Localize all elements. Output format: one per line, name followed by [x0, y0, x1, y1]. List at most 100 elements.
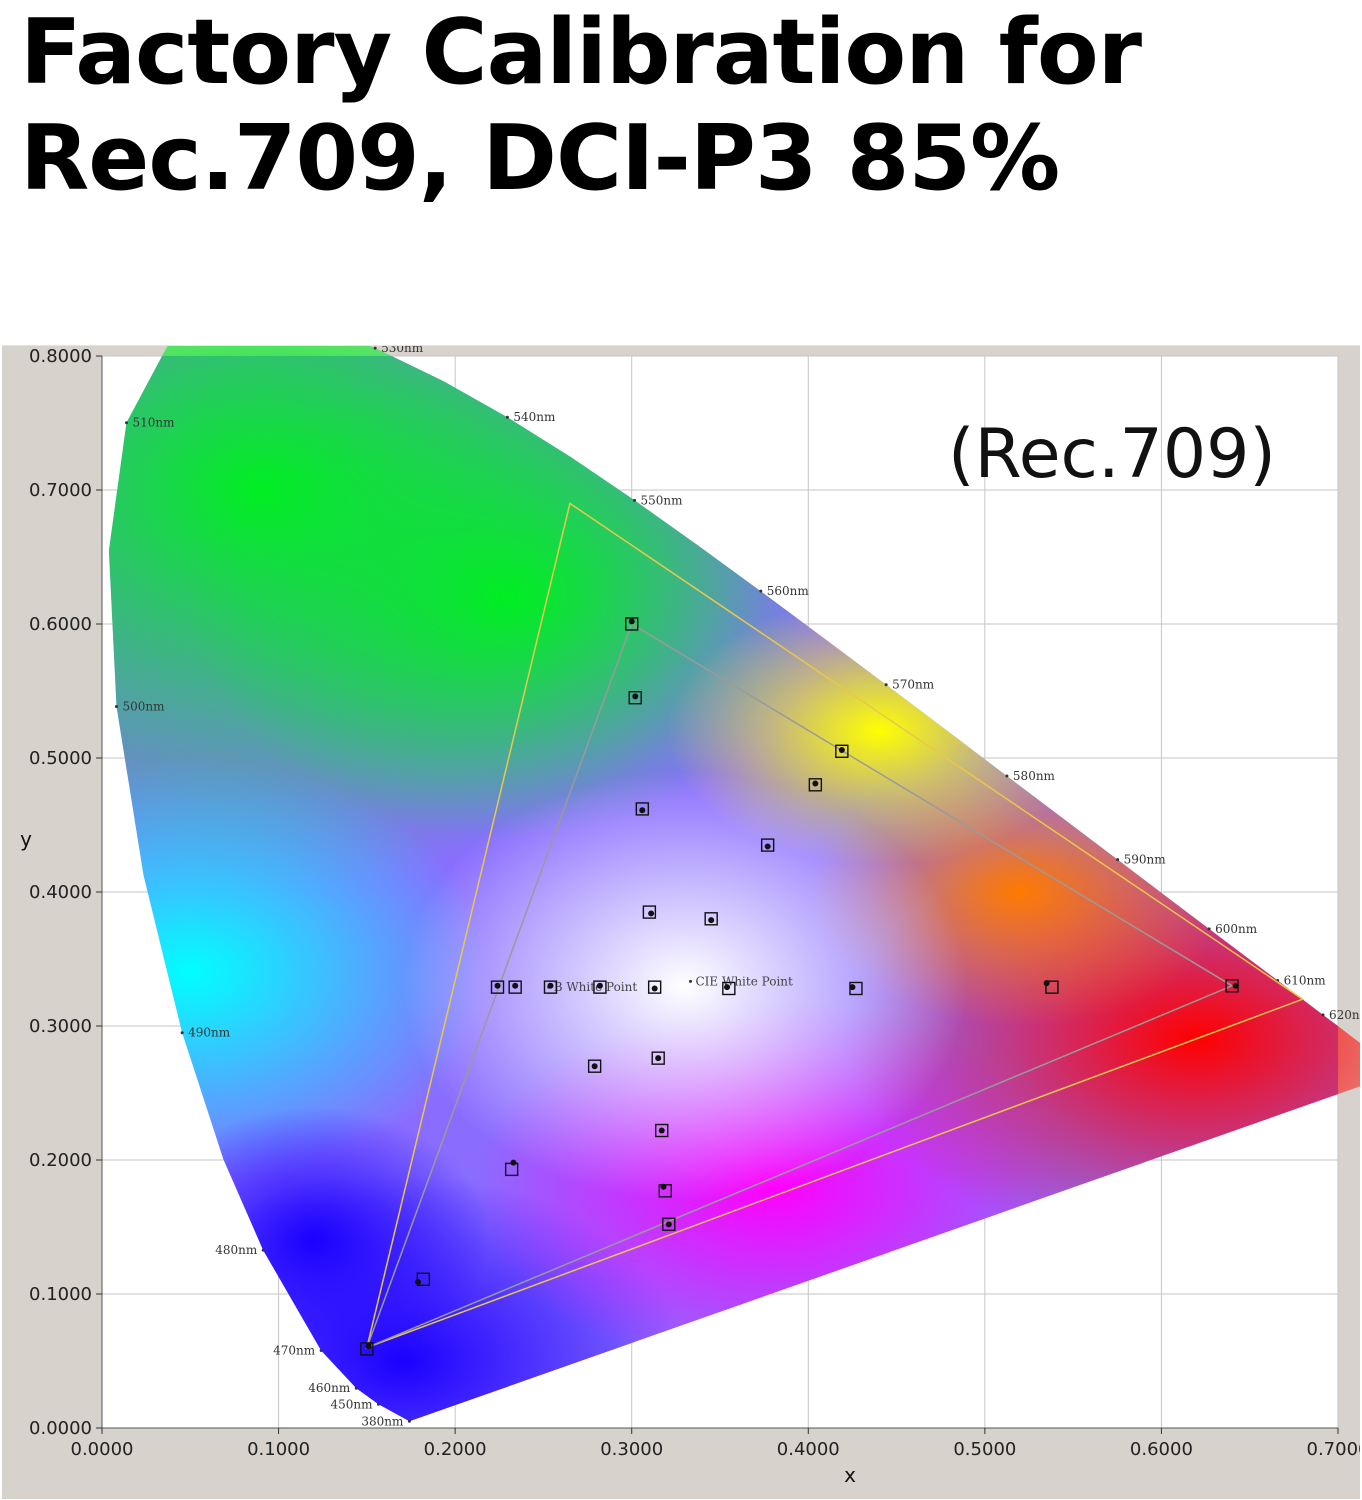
wavelength-label: 610nm [1284, 973, 1327, 987]
measured-marker [628, 618, 635, 625]
x-tick-label: 0.1000 [247, 1439, 310, 1460]
x-tick-label: 0.4000 [777, 1439, 840, 1460]
x-tick-label: 0.6000 [1130, 1439, 1193, 1460]
measured-marker [849, 984, 856, 991]
wavelength-label: 560nm [767, 584, 810, 598]
target-marker [635, 802, 650, 816]
wavelength-dot [180, 1031, 184, 1035]
y-tick-label: 0.7000 [29, 480, 92, 501]
wavelength-label: 450nm [330, 1397, 373, 1411]
chart-frame: 0.0000 0.1000 0.2000 0.3000 0.4000 0.5000 0.60… [2, 345, 1360, 1499]
target-marker [587, 1059, 602, 1073]
wavelength-label: 510nm [133, 416, 176, 430]
target-marker [808, 778, 823, 792]
wavelength-dot [1116, 858, 1120, 862]
target-marker [662, 1217, 676, 1232]
measured-marker [1043, 980, 1050, 987]
target-marker [593, 980, 607, 994]
measured-marker [660, 1183, 667, 1190]
measured-marker [648, 910, 655, 917]
target-marker [543, 980, 558, 994]
wavelength-label: 540nm [513, 410, 556, 424]
target-marker [835, 744, 849, 758]
gamut-triangle [365, 502, 1305, 1349]
wavelength-label: 590nm [1124, 853, 1167, 867]
measured-marker [708, 917, 715, 924]
y-tick-label: 0.3000 [29, 1016, 92, 1037]
wavelength-dot [114, 705, 118, 709]
measured-marker [764, 843, 771, 850]
wavelength-label: 620nm [1329, 1008, 1360, 1022]
measured-marker [639, 807, 646, 814]
wavelength-dot [1005, 774, 1009, 778]
measurement-markers [360, 617, 1239, 1356]
measured-marker [415, 1278, 422, 1285]
target-marker [628, 691, 642, 705]
measured-marker [596, 982, 603, 989]
target-marker [760, 838, 775, 852]
target-marker [642, 905, 657, 919]
y-tick-label: 0.0000 [29, 1418, 92, 1439]
chart-corner-label: (Rec.709) [948, 415, 1276, 494]
wavelength-label: 470nm [273, 1344, 316, 1358]
wavelength-label: 570nm [892, 678, 935, 692]
wavelength-label: 600nm [1215, 922, 1258, 936]
target-marker [647, 980, 662, 994]
cie-chromaticity-chart: 0.0000 0.1000 0.2000 0.3000 0.4000 0.5000 0.60… [20, 346, 1360, 1487]
page-title: Factory Calibration for Rec.709, DCI-P3 … [20, 0, 1142, 212]
wavelength-labels: 380nm 450nm 460nm 470nm 480nm 490nm 500nm 510nm… [114, 346, 1360, 1428]
target-marker [704, 912, 718, 926]
wavelength-label: 530nm [381, 346, 424, 355]
wavelength-label: 550nm [641, 493, 684, 507]
y-tick-label: 0.8000 [29, 346, 92, 367]
reference-label: CIE White Point [696, 974, 794, 988]
wavelength-dot [377, 1402, 381, 1406]
measured-marker [812, 780, 819, 787]
measured-marker [591, 1063, 598, 1070]
wavelength-label: 380nm [361, 1414, 404, 1428]
target-marker [1045, 980, 1059, 994]
wavelength-label: 490nm [188, 1026, 231, 1040]
axes: 0.0000 0.1000 0.2000 0.3000 0.4000 0.5000 0.60… [29, 346, 1360, 1460]
target-marker [651, 1051, 665, 1065]
wavelength-dot [261, 1248, 265, 1252]
measured-marker [512, 982, 519, 989]
wavelength-dot [884, 683, 888, 687]
wavelength-dot [125, 421, 129, 425]
target-marker [360, 1342, 374, 1356]
wavelength-label: 480nm [215, 1243, 258, 1257]
target-marker [655, 1123, 669, 1138]
x-tick-label: 0.7000 [1307, 1439, 1360, 1460]
gamut-color-region [108, 758, 491, 1187]
wavelength-label: 580nm [1013, 769, 1056, 783]
y-axis-label: y [20, 827, 32, 851]
wavelength-dot [373, 346, 377, 350]
measured-marker [1232, 982, 1239, 989]
wavelength-label: 460nm [308, 1381, 351, 1395]
target-marker [625, 617, 639, 631]
x-tick-label: 0.0000 [71, 1439, 134, 1460]
target-marker [722, 981, 736, 996]
wavelength-dot [1321, 1013, 1325, 1017]
x-axis-label: x [844, 1463, 856, 1487]
target-marker [490, 980, 505, 994]
x-tick-label: 0.3000 [600, 1439, 663, 1460]
wavelength-dot [633, 498, 637, 502]
wavelength-dot [759, 589, 763, 593]
wavelength-dot [319, 1349, 323, 1353]
measured-marker [658, 1127, 665, 1134]
y-tick-label: 0.6000 [29, 614, 92, 635]
reference-label: B White Point [554, 980, 638, 994]
wavelength-dot [354, 1386, 358, 1390]
measured-marker [547, 982, 554, 989]
reference-dot [689, 979, 693, 983]
wavelength-dot [1207, 927, 1211, 931]
measured-marker [510, 1159, 517, 1166]
y-tick-label: 0.5000 [29, 748, 92, 769]
y-tick-label: 0.4000 [29, 882, 92, 903]
wavelength-label: 500nm [122, 700, 165, 714]
x-tick-label: 0.5000 [953, 1439, 1016, 1460]
target-marker [508, 980, 522, 994]
measured-marker [724, 984, 731, 991]
measured-marker [632, 693, 639, 700]
